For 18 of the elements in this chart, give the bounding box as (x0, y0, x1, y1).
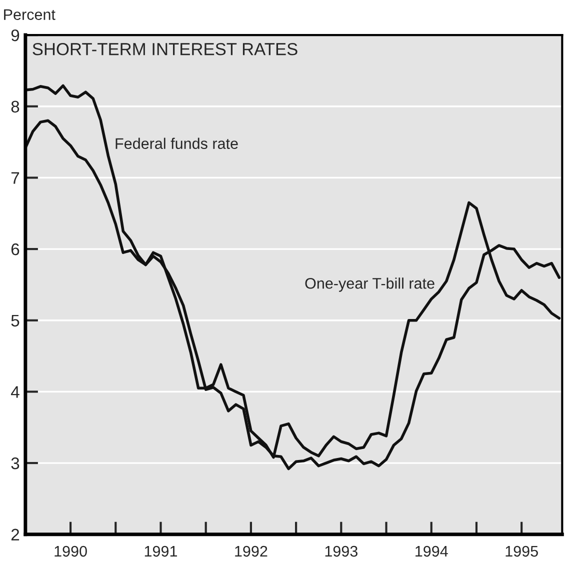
x-tick-label: 1994 (416, 546, 448, 557)
y-tick-label: 6 (11, 243, 20, 256)
x-tick-label: 1993 (325, 546, 358, 557)
annotation: Federal funds rate (116, 138, 238, 149)
y-tick-label: 9 (11, 29, 20, 42)
x-tick-label: 1995 (506, 546, 538, 557)
y-tick-label: 8 (11, 100, 20, 113)
y-tick-label: 2 (11, 528, 20, 540)
x-tick-label: 1990 (54, 546, 87, 557)
y-tick-label: 4 (10, 386, 20, 398)
y-tick-label: 7 (11, 172, 20, 184)
y-tick-label: 5 (11, 314, 20, 327)
y-axis-title: Percent (4, 9, 56, 20)
x-tick-label: 1992 (235, 546, 268, 557)
x-tick-label: 1991 (144, 546, 177, 557)
y-tick-label: 3 (11, 457, 20, 470)
chart-title: SHORT-TERM INTEREST RATES (32, 42, 298, 56)
annotation: One-year T-bill rate (305, 278, 434, 292)
